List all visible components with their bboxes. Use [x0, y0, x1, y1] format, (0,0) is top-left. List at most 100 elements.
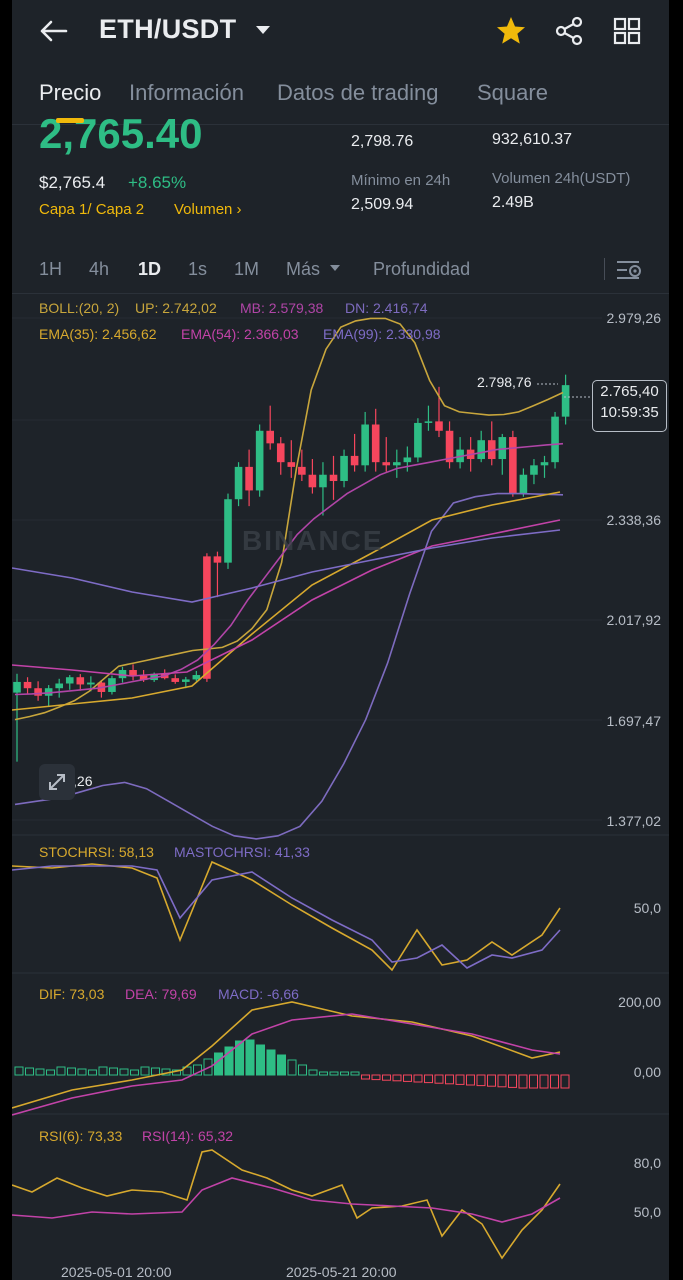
boll-lower-line — [14, 492, 564, 840]
tab-precio[interactable]: Precio — [39, 80, 102, 105]
timeframe-mas[interactable]: Más — [286, 259, 321, 279]
candle-body — [266, 430, 274, 444]
volume-usdt-value: 2.49B — [492, 194, 534, 211]
share-icon[interactable] — [552, 14, 586, 48]
date-label: 2025-05-21 20:00 — [286, 1264, 397, 1280]
candle-body — [213, 556, 222, 563]
timeframe-1h[interactable]: 1H — [39, 259, 63, 279]
tab-informacion[interactable]: Información — [129, 80, 244, 105]
high-marker-label: 2.798,76 — [477, 374, 532, 390]
macd-bar — [67, 1067, 76, 1076]
candle-body — [23, 681, 32, 689]
macd-bar — [77, 1068, 87, 1076]
candle-body — [403, 457, 412, 463]
macd-bar — [455, 1074, 465, 1085]
macd-bar — [224, 1046, 234, 1076]
candle-body — [308, 474, 317, 488]
candle-body — [87, 682, 95, 685]
chevron-right-icon: › — [236, 201, 242, 218]
macd-bar — [487, 1074, 496, 1087]
volume-link[interactable]: Volumen › — [174, 201, 242, 218]
date-label: 2025-05-01 20:00 — [61, 1264, 172, 1280]
ema99-line — [12, 529, 561, 603]
star-icon[interactable] — [494, 14, 528, 48]
candle-body — [65, 677, 74, 684]
candle-body — [340, 455, 348, 482]
candle-body — [203, 556, 211, 679]
candle-body — [530, 465, 538, 475]
candle-body — [234, 466, 243, 500]
candle-body — [13, 681, 21, 693]
timeframe-1d[interactable]: 1D — [138, 259, 162, 279]
tab-square[interactable]: Square — [477, 80, 548, 105]
rsi6-line — [12, 1149, 561, 1260]
price-chart[interactable] — [12, 0, 669, 1280]
macd-bar — [518, 1074, 528, 1089]
layer-tag[interactable]: Capa 1/ Capa 2 — [39, 201, 145, 218]
candle-body — [44, 688, 53, 696]
chevron-down-icon — [330, 265, 340, 271]
candle-body — [192, 675, 201, 680]
low-24h-value: 2,509.94 — [351, 196, 414, 213]
candle-body — [498, 437, 507, 460]
macd-bar — [340, 1071, 349, 1076]
macd-bar — [539, 1074, 549, 1089]
candle-body — [393, 462, 401, 466]
macd-bar — [403, 1074, 412, 1082]
boll-up-legend: UP: 2.742,02 — [135, 300, 217, 316]
candle-body — [477, 440, 485, 460]
price-change: +8.65% — [128, 173, 187, 192]
stochrsi-line — [12, 860, 561, 972]
mastochrsi-legend: MASTOCHRSI: 41,33 — [174, 844, 310, 860]
macd-bar — [245, 1039, 255, 1076]
candle-body — [118, 670, 127, 679]
stoch-axis-tick: 50,0 — [633, 900, 661, 916]
top-bar: ETH/USDT — [12, 0, 669, 62]
back-arrow-icon[interactable] — [36, 16, 72, 46]
macd-bar — [382, 1074, 391, 1081]
price-axis-tick: 2.017,92 — [606, 612, 662, 628]
chevron-down-icon[interactable] — [256, 26, 270, 34]
pair-title[interactable]: ETH/USDT — [99, 14, 237, 44]
macd-bar — [130, 1069, 139, 1076]
timeframe-4h[interactable]: 4h — [89, 259, 110, 279]
timeframe-1s[interactable]: 1s — [188, 259, 208, 279]
macd-bar — [277, 1054, 286, 1076]
macd-bar — [203, 1058, 213, 1076]
timeframe-depth[interactable]: Profundidad — [373, 259, 471, 279]
high-24h-value: 2,798.76 — [351, 133, 414, 150]
macd-bar — [371, 1074, 381, 1081]
boll-upper-line — [14, 317, 564, 721]
candle-body — [298, 466, 306, 475]
macd-bar — [98, 1066, 108, 1076]
dea-line — [12, 1013, 561, 1116]
candle-body — [551, 416, 559, 463]
candle-body — [361, 424, 369, 466]
candle-body — [76, 677, 85, 685]
boll-mb-legend: MB: 2.579,38 — [240, 300, 324, 316]
dif-legend: DIF: 73,03 — [39, 986, 105, 1002]
boll-legend: BOLL:(20, 2) — [39, 300, 120, 316]
macd-bar — [256, 1044, 265, 1076]
tab-datos-trading[interactable]: Datos de trading — [277, 80, 439, 105]
macd-bar — [392, 1074, 402, 1082]
expand-icon[interactable] — [39, 764, 75, 800]
candle-body — [34, 688, 42, 696]
macd-bar — [193, 1064, 202, 1076]
timeframe-1m[interactable]: 1M — [234, 259, 260, 279]
macd-bar — [434, 1074, 444, 1084]
candle-body — [371, 424, 380, 463]
chart-settings-icon[interactable] — [615, 257, 645, 283]
macd-bar — [88, 1069, 97, 1076]
volume-usdt-label: Volumen 24h(USDT) — [492, 170, 631, 187]
macd-bar — [140, 1066, 150, 1076]
macd-bar — [476, 1074, 486, 1087]
grid-icon[interactable] — [610, 14, 644, 48]
macd-bar — [361, 1074, 370, 1080]
macd-bar — [298, 1064, 307, 1076]
candle-body — [182, 679, 190, 682]
price-axis-tick: 1.377,02 — [606, 813, 662, 829]
macd-legend: MACD: -6,66 — [218, 986, 299, 1002]
macd-bar — [350, 1071, 360, 1076]
candle-body — [382, 462, 391, 466]
